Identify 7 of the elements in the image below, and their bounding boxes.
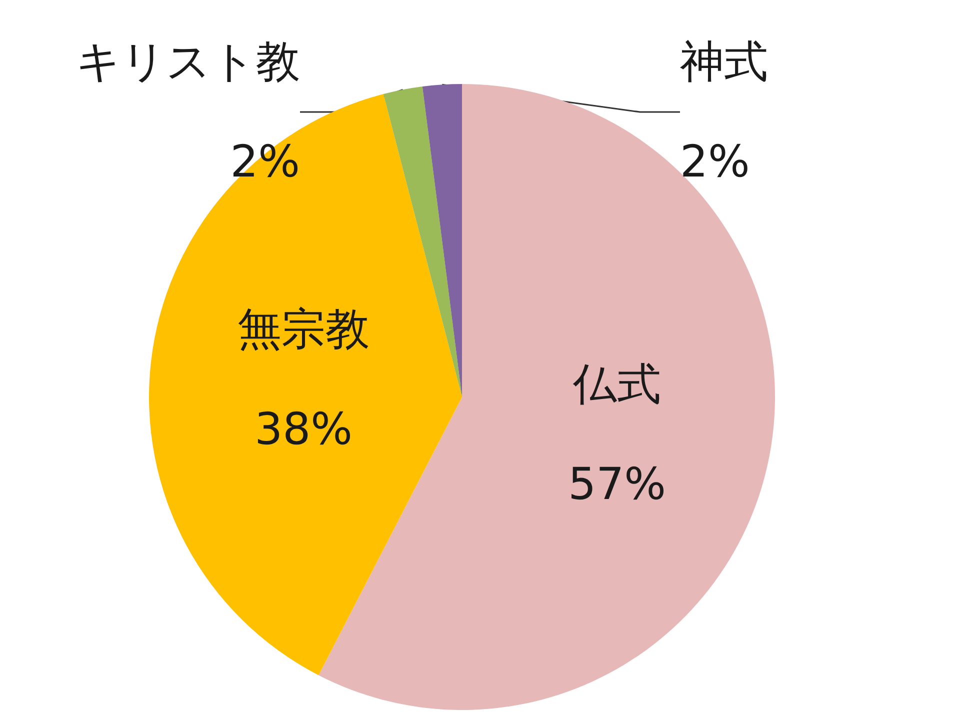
data-label: 57% xyxy=(568,459,666,510)
slice-label: 神式 xyxy=(680,36,768,88)
slice-label: 仏式 xyxy=(572,359,662,410)
data-label: 2% xyxy=(680,136,750,188)
slice-label: 無宗教 xyxy=(237,304,370,355)
slice-label: キリスト教 xyxy=(76,36,300,88)
data-label: 38% xyxy=(254,404,352,455)
